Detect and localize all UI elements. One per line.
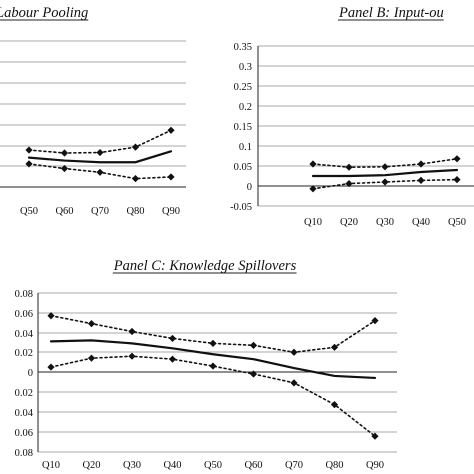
x-tick-label: Q60 [244,460,262,471]
upper-bound-marker [309,160,317,168]
upper-bound-marker [47,312,55,320]
lower-bound-marker [87,354,96,362]
upper-bound-marker [330,343,339,351]
lower-bound-marker [25,160,33,168]
y-tick-label: 0.08 [15,448,33,459]
y-tick-label: 0.06 [15,309,33,320]
x-tick-label: Q80 [126,206,144,217]
lower-bound-marker [128,352,136,360]
estimate-line [27,150,173,164]
x-tick-label: Q90 [162,206,180,217]
upper-bound-marker [345,163,353,171]
panel-b-title: Panel B: Input-ou [338,5,444,21]
y-tick-label: 0.02 [15,388,33,399]
panel-c-knowledge-spillovers: Panel C: Knowledge Spillovers 0.080.060.… [15,258,397,471]
upper-bound-marker [249,341,258,349]
lower-bound-marker [131,175,140,183]
upper-bound-marker [128,327,136,336]
y-tick-label: 0.35 [234,42,252,53]
x-tick-label: Q30 [123,460,141,471]
panel-c-series [47,312,379,440]
x-tick-label: Q50 [20,206,38,217]
upper-bound-marker [60,149,69,157]
lower-bound-marker [249,370,258,378]
upper-bound-marker [290,348,298,356]
lower-bound-marker [60,164,69,173]
x-tick-label: Q80 [325,460,343,471]
x-tick-label: Q30 [376,217,394,228]
lower-bound-marker [381,178,389,186]
estimate-line [311,168,459,178]
upper-bound-marker [417,160,425,168]
x-tick-label: Q70 [91,206,109,217]
lower-bound-marker [345,180,353,188]
x-tick-label: Q10 [42,460,60,471]
upper-bound-marker [96,148,104,157]
lower-bound-marker [290,379,298,387]
upper-bound-marker [25,146,33,154]
x-tick-label: Q90 [366,460,384,471]
x-tick-label: Q40 [412,217,430,228]
panel-c-y-ticks: 0.08 0.06 0.04 0.02 0 0.02 0.04 0.06 0.08 [15,289,34,459]
y-tick-label: 0.15 [234,122,252,133]
upper-bound-marker [453,155,461,163]
y-tick-label: 0.04 [15,329,34,340]
x-tick-label: Q20 [340,217,358,228]
y-tick-label: 0.02 [15,348,33,359]
upper-bound-marker [209,339,217,347]
lower-bound-marker [47,363,55,371]
y-tick-label: 0.25 [234,82,252,93]
panel-b-x-ticks: Q10 Q20 Q30 Q40 Q50 [304,217,466,228]
panel-c-title: Panel C: Knowledge Spillovers [113,258,297,274]
x-tick-label: Q20 [82,460,100,471]
y-tick-label: 0.06 [15,428,33,439]
lower-bound-line [50,355,376,437]
upper-bound-marker [167,126,175,134]
panel-a-labour-pooling: Labour Pooling Q50 Q60 Q70 Q80 Q90 [0,5,186,217]
panel-a-series [25,126,175,183]
lower-bound-marker [167,173,175,181]
estimate-line [49,339,377,380]
lower-bound-marker [371,432,379,440]
x-tick-label: Q60 [55,206,73,217]
y-tick-label: 0.04 [15,408,34,419]
lower-bound-marker [96,168,104,176]
y-tick-label: 0 [28,368,33,379]
panel-a-x-ticks: Q50 Q60 Q70 Q80 Q90 [20,206,180,217]
x-tick-label: Q70 [285,460,303,471]
upper-bound-marker [131,143,140,151]
lower-bound-marker [309,185,317,193]
y-tick-label: 0 [247,182,252,193]
y-tick-label: -0.05 [230,202,252,213]
panel-c-x-ticks: Q10 Q20 Q30 Q40 Q50 Q60 Q70 Q80 Q90 [42,460,384,471]
panel-b-series [309,155,461,193]
y-tick-label: 0.08 [15,289,33,300]
upper-bound-marker [381,163,389,171]
panel-b-input-output: Panel B: Input-ou 0.350.30.250.20.150.10… [230,5,474,228]
upper-bound-marker [371,317,379,325]
x-tick-label: Q50 [204,460,222,471]
x-tick-label: Q40 [163,460,181,471]
y-tick-label: 0.1 [239,142,252,153]
lower-bound-marker [417,176,425,184]
panel-b-gridlines [258,45,474,207]
y-tick-label: 0.2 [239,102,252,113]
lower-bound-marker [453,176,461,184]
panel-b-y-ticks: 0.35 0.3 0.25 0.2 0.15 0.1 0.05 0 -0.05 [230,42,252,213]
panel-a-title: Labour Pooling [0,5,88,21]
y-tick-label: 0.3 [239,62,252,73]
upper-bound-marker [168,334,177,343]
y-tick-label: 0.05 [234,162,252,173]
upper-bound-marker [87,320,96,328]
x-tick-label: Q10 [304,217,322,228]
x-tick-label: Q50 [448,217,466,228]
lower-bound-marker [330,400,339,409]
lower-bound-marker [168,355,177,363]
lower-bound-marker [209,362,217,370]
